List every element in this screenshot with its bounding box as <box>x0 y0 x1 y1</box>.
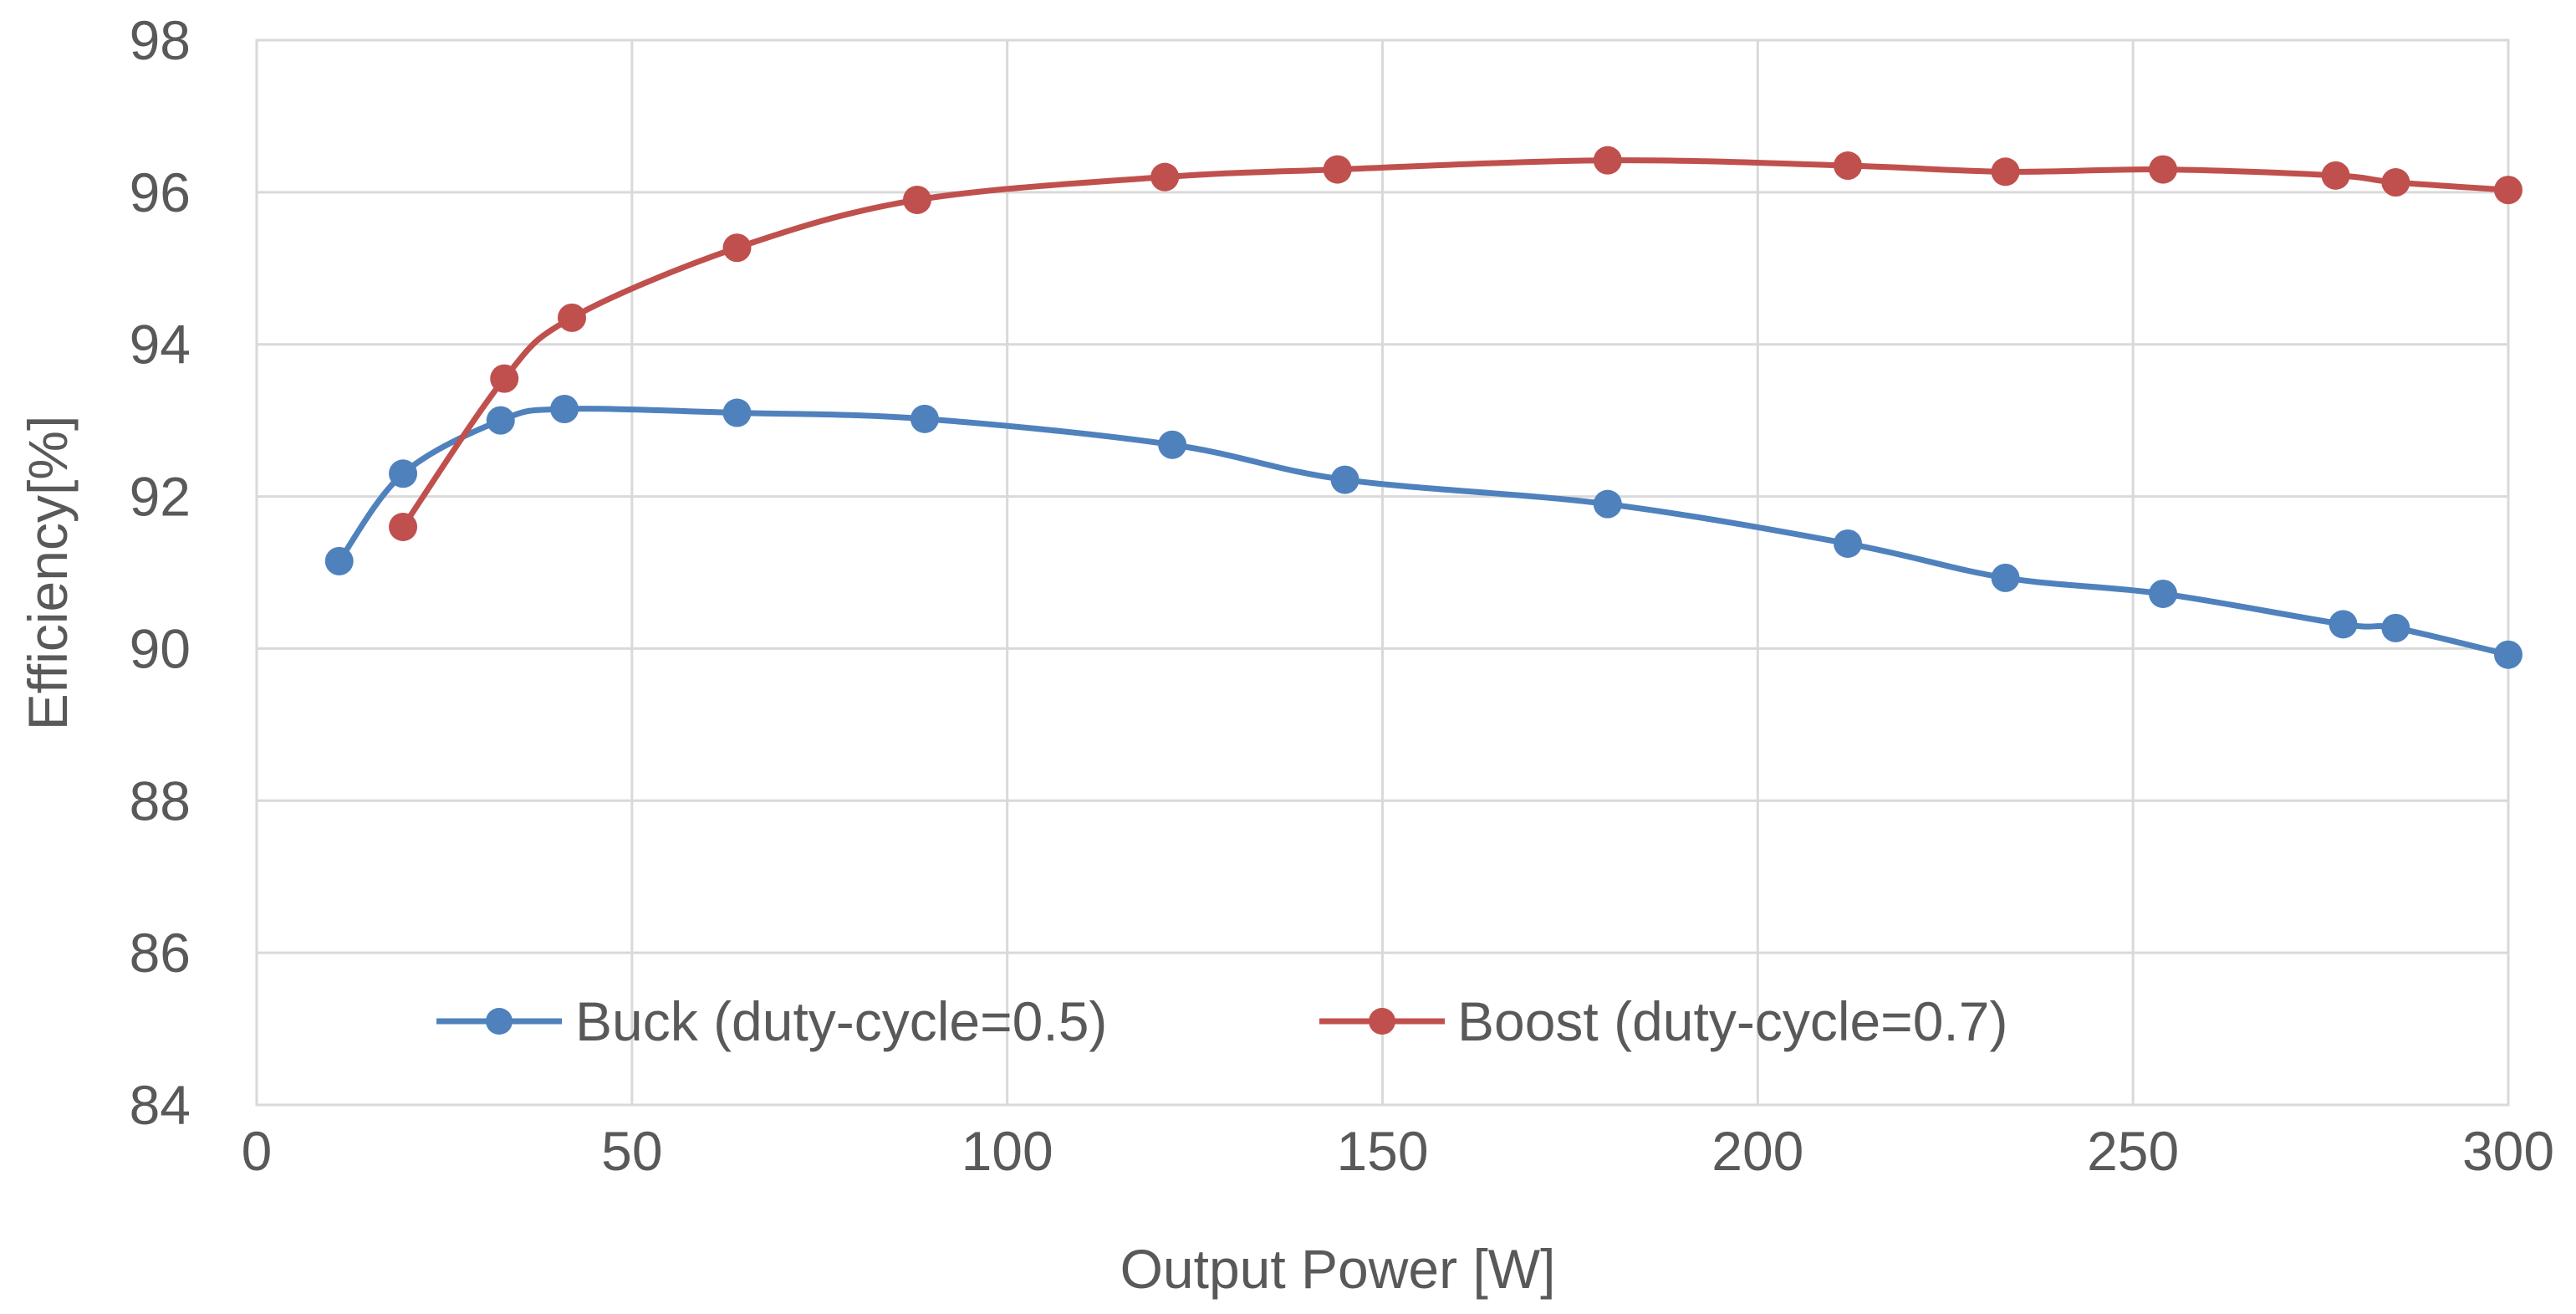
legend-buck-label: Buck (duty-cycle=0.5) <box>575 990 1107 1052</box>
x-tick-label: 250 <box>2087 1120 2179 1182</box>
boost-data-point <box>1150 162 1180 192</box>
boost-data-point <box>1834 151 1863 181</box>
buck-data-point <box>486 406 515 435</box>
legend-boost-label: Boost (duty-cycle=0.7) <box>1457 990 2007 1052</box>
buck-data-point <box>2149 579 2178 608</box>
x-axis-title: Output Power [W] <box>1120 1238 1556 1300</box>
buck-data-point <box>1158 430 1187 459</box>
boost-data-point <box>490 364 519 393</box>
y-tick-label: 90 <box>130 617 191 679</box>
boost-data-point <box>1593 146 1622 175</box>
boost-data-point <box>2149 155 2178 184</box>
boost-data-point <box>558 303 587 332</box>
boost-data-point <box>2321 161 2350 190</box>
x-tick-label: 200 <box>1711 1120 1803 1182</box>
x-tick-label: 50 <box>601 1120 662 1182</box>
buck-data-point <box>910 404 939 433</box>
buck-data-point <box>389 459 418 488</box>
buck-data-point <box>1991 563 2020 592</box>
boost-data-point <box>2381 168 2410 197</box>
legend: Buck (duty-cycle=0.5) Boost (duty-cycle=… <box>436 990 2007 1052</box>
buck-data-point <box>2381 613 2410 642</box>
buck-data-point <box>2494 640 2522 669</box>
buck-data-point <box>1330 465 1359 494</box>
boost-data-point <box>389 512 418 541</box>
plot-area-frame <box>255 38 2510 1107</box>
boost-data-point <box>722 233 752 263</box>
buck-data-point <box>550 395 579 424</box>
legend-buck-marker <box>486 1008 513 1035</box>
series-layer <box>324 146 2522 669</box>
buck-data-point <box>1834 529 1863 558</box>
grid-lines <box>255 38 2510 1107</box>
buck-series-line <box>336 406 2512 658</box>
x-tick-label: 300 <box>2462 1120 2554 1182</box>
y-axis-title: Efficiency[%] <box>17 416 79 731</box>
legend-boost-marker <box>1369 1008 1395 1035</box>
x-tick-label: 100 <box>962 1120 1053 1182</box>
boost-data-point <box>2494 176 2522 205</box>
boost-data-point <box>902 185 931 214</box>
y-tick-label: 84 <box>130 1074 191 1136</box>
tick-labels: 0 50 100 150 200 250 300 84 86 88 90 92 94 96 98 <box>130 9 2554 1182</box>
x-tick-label: 0 <box>242 1120 273 1182</box>
buck-data-point <box>1593 489 1622 519</box>
buck-data-point <box>324 546 354 575</box>
boost-data-point <box>1323 155 1352 184</box>
buck-data-point <box>722 398 752 427</box>
x-tick-label: 150 <box>1336 1120 1428 1182</box>
y-tick-label: 92 <box>130 466 191 528</box>
buck-data-point <box>2329 610 2358 639</box>
y-tick-label: 86 <box>130 922 191 984</box>
boost-series-line <box>400 157 2512 530</box>
y-tick-label: 98 <box>130 9 191 71</box>
y-tick-label: 94 <box>130 314 191 376</box>
y-tick-label: 96 <box>130 161 191 223</box>
y-tick-label: 88 <box>130 769 191 831</box>
boost-data-point <box>1991 157 2020 187</box>
